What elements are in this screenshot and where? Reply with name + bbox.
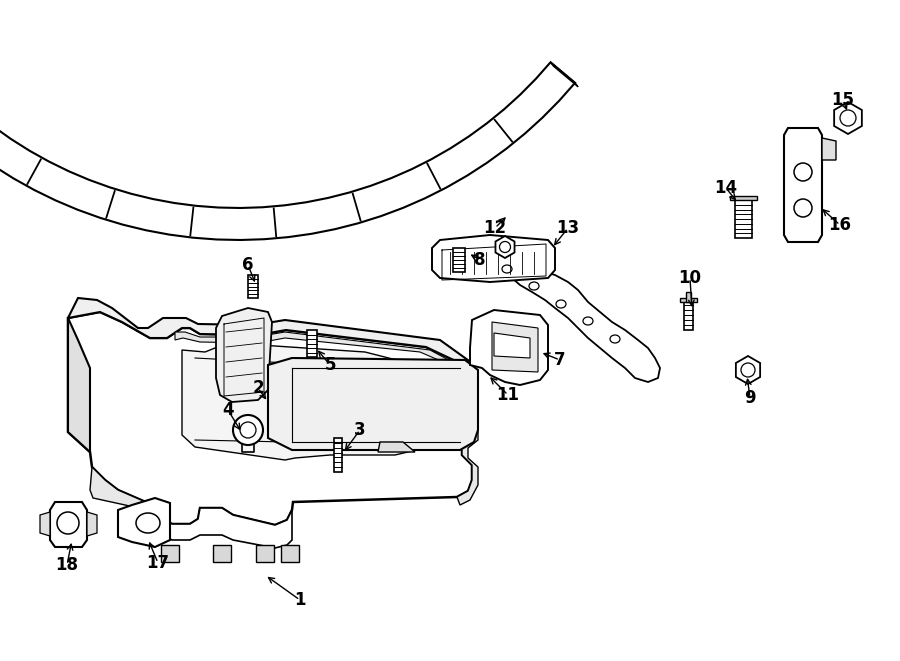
Polygon shape	[118, 498, 170, 547]
Text: 12: 12	[483, 219, 507, 237]
Polygon shape	[470, 310, 548, 385]
Polygon shape	[453, 248, 465, 272]
Polygon shape	[684, 300, 693, 330]
Text: 3: 3	[355, 421, 365, 439]
Text: 13: 13	[556, 219, 580, 237]
Polygon shape	[90, 467, 148, 510]
Polygon shape	[822, 138, 836, 160]
Polygon shape	[478, 243, 660, 382]
Ellipse shape	[556, 300, 566, 308]
Ellipse shape	[610, 335, 620, 343]
Polygon shape	[432, 235, 555, 282]
Polygon shape	[730, 196, 757, 200]
Polygon shape	[68, 312, 472, 525]
Polygon shape	[378, 442, 415, 452]
Text: 18: 18	[56, 556, 78, 574]
Polygon shape	[736, 356, 760, 384]
Polygon shape	[551, 62, 578, 87]
Polygon shape	[307, 330, 317, 357]
Polygon shape	[213, 545, 231, 562]
Polygon shape	[175, 332, 458, 398]
Text: 11: 11	[497, 386, 519, 404]
Text: 10: 10	[679, 269, 701, 287]
Polygon shape	[161, 545, 179, 562]
Polygon shape	[834, 102, 862, 134]
Ellipse shape	[529, 282, 539, 290]
Text: 1: 1	[294, 591, 306, 609]
Text: 4: 4	[222, 401, 234, 419]
Polygon shape	[68, 298, 472, 398]
Polygon shape	[256, 545, 274, 562]
Text: 7: 7	[554, 351, 566, 369]
Polygon shape	[457, 398, 478, 505]
Polygon shape	[686, 292, 691, 302]
Ellipse shape	[233, 415, 263, 445]
Ellipse shape	[741, 363, 755, 377]
Polygon shape	[281, 545, 299, 562]
Polygon shape	[182, 345, 438, 460]
Text: 5: 5	[324, 356, 336, 374]
Polygon shape	[216, 308, 272, 402]
Text: 15: 15	[832, 91, 854, 109]
Polygon shape	[68, 318, 90, 452]
Polygon shape	[268, 358, 478, 450]
Text: 6: 6	[242, 256, 254, 274]
Polygon shape	[148, 503, 292, 548]
Text: 14: 14	[715, 179, 738, 197]
Ellipse shape	[240, 422, 256, 438]
Polygon shape	[735, 200, 752, 238]
Polygon shape	[334, 438, 342, 472]
Polygon shape	[50, 502, 87, 547]
Text: 16: 16	[829, 216, 851, 234]
Polygon shape	[784, 128, 822, 242]
Text: 2: 2	[252, 379, 264, 397]
Ellipse shape	[57, 512, 79, 534]
Text: 17: 17	[147, 554, 169, 572]
Polygon shape	[492, 322, 538, 372]
Polygon shape	[496, 236, 515, 258]
Polygon shape	[248, 275, 258, 298]
Ellipse shape	[794, 199, 812, 217]
Ellipse shape	[502, 265, 512, 273]
Ellipse shape	[840, 110, 856, 126]
Polygon shape	[0, 62, 575, 240]
Polygon shape	[494, 333, 530, 358]
Polygon shape	[680, 298, 697, 302]
Ellipse shape	[583, 317, 593, 325]
Ellipse shape	[500, 241, 510, 253]
Text: 8: 8	[474, 251, 486, 269]
Ellipse shape	[136, 513, 160, 533]
Ellipse shape	[794, 163, 812, 181]
Polygon shape	[87, 512, 97, 536]
Text: 9: 9	[744, 389, 756, 407]
Polygon shape	[40, 512, 50, 536]
